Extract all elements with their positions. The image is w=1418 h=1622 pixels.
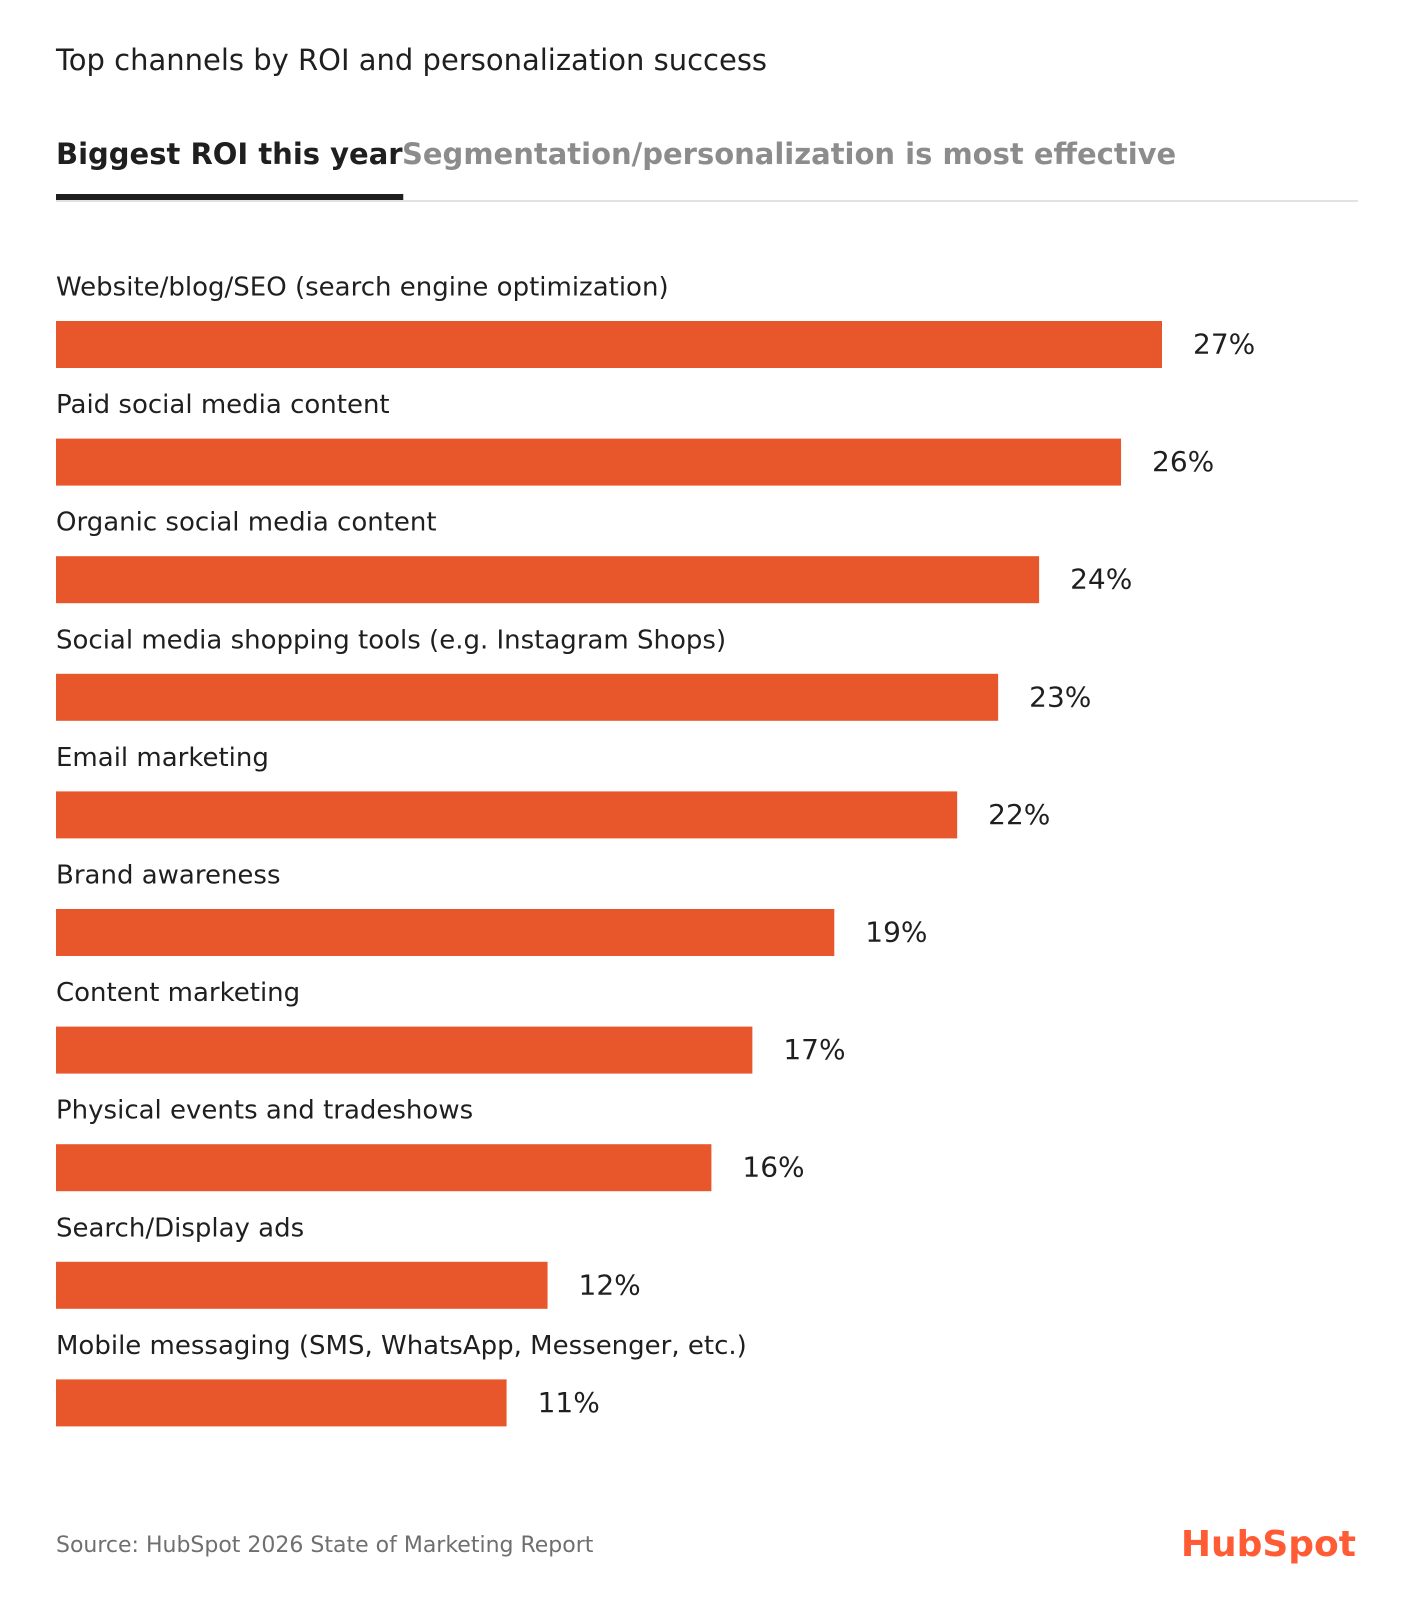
category-label: Content marketing bbox=[56, 978, 300, 1008]
tab[interactable]: Segmentation/personalization is most eff… bbox=[402, 137, 1176, 171]
bar bbox=[56, 1144, 712, 1192]
bar bbox=[56, 1026, 753, 1074]
source: Source: HubSpot 2026 State of Marketing … bbox=[56, 1533, 594, 1558]
bar bbox=[56, 1261, 548, 1309]
category-label: Email marketing bbox=[56, 743, 269, 773]
category-label: Social media shopping tools (e.g. Instag… bbox=[56, 625, 726, 655]
bar bbox=[56, 438, 1122, 486]
value-label: 27% bbox=[1193, 328, 1255, 361]
category-label: Organic social media content bbox=[56, 508, 437, 538]
value-label: 26% bbox=[1152, 445, 1214, 478]
bar bbox=[56, 556, 1040, 604]
chart-title: Top channels by ROI and personalization … bbox=[55, 43, 767, 77]
bar bbox=[56, 1379, 507, 1427]
bar bbox=[56, 321, 1162, 368]
tab[interactable]: Biggest ROI this year bbox=[56, 137, 403, 171]
value-label: 12% bbox=[579, 1268, 641, 1301]
bar bbox=[56, 909, 835, 956]
bar bbox=[56, 673, 999, 721]
value-label: 16% bbox=[742, 1151, 804, 1184]
category-label: Mobile messaging (SMS, WhatsApp, Messeng… bbox=[56, 1331, 747, 1361]
tab-underline bbox=[56, 194, 404, 200]
value-label: 17% bbox=[783, 1033, 845, 1066]
value-label: 24% bbox=[1070, 563, 1132, 596]
category-label: Website/blog/SEO (search engine optimiza… bbox=[56, 273, 669, 303]
category-label: Paid social media content bbox=[56, 390, 390, 420]
category-label: Search/Display ads bbox=[56, 1213, 304, 1243]
bar bbox=[56, 791, 958, 839]
category-label: Brand awareness bbox=[56, 861, 281, 891]
logo: HubSpot bbox=[1181, 1524, 1356, 1565]
value-label: 23% bbox=[1029, 680, 1091, 713]
value-label: 22% bbox=[988, 798, 1050, 831]
value-label: 11% bbox=[538, 1386, 600, 1419]
category-label: Physical events and tradeshows bbox=[56, 1096, 473, 1126]
value-label: 19% bbox=[865, 916, 927, 949]
